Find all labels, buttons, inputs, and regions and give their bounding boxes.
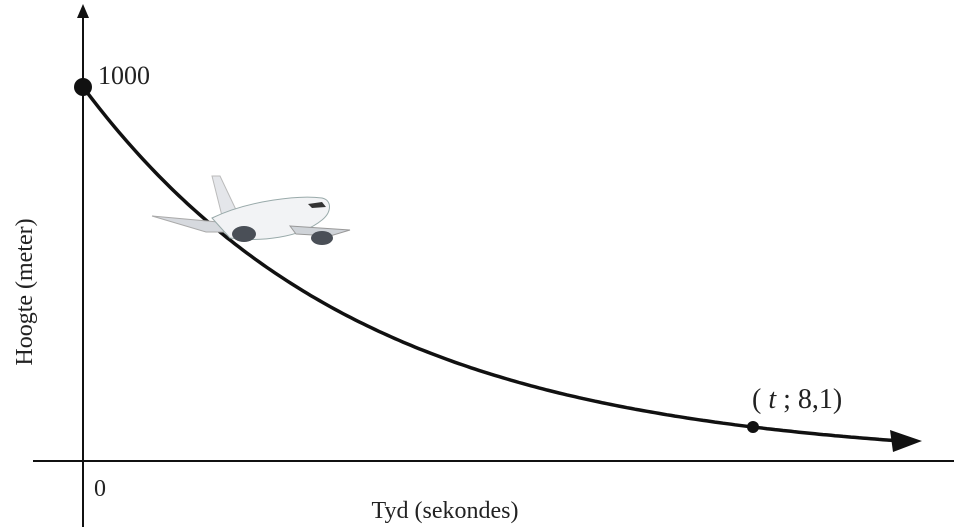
start-label: 1000 — [98, 61, 150, 90]
airplane-icon — [152, 176, 350, 245]
start-point — [74, 78, 92, 96]
point-rest: ; 8,1) — [783, 384, 842, 415]
x-axis-label: Tyd (sekondes) — [372, 498, 519, 524]
origin-label: 0 — [94, 476, 106, 502]
paren-open: ( — [752, 384, 761, 415]
end-point — [747, 421, 759, 433]
y-axis-label: Hoogte (meter) — [12, 218, 38, 365]
curve-arrow — [890, 430, 922, 452]
y-axis-arrow — [77, 4, 89, 18]
diagram: 1000 0 Tyd (sekondes) Hoogte (meter) ( t… — [0, 0, 954, 527]
point-variable: t — [768, 384, 777, 415]
point-label: ( t ; 8,1) — [752, 384, 842, 415]
